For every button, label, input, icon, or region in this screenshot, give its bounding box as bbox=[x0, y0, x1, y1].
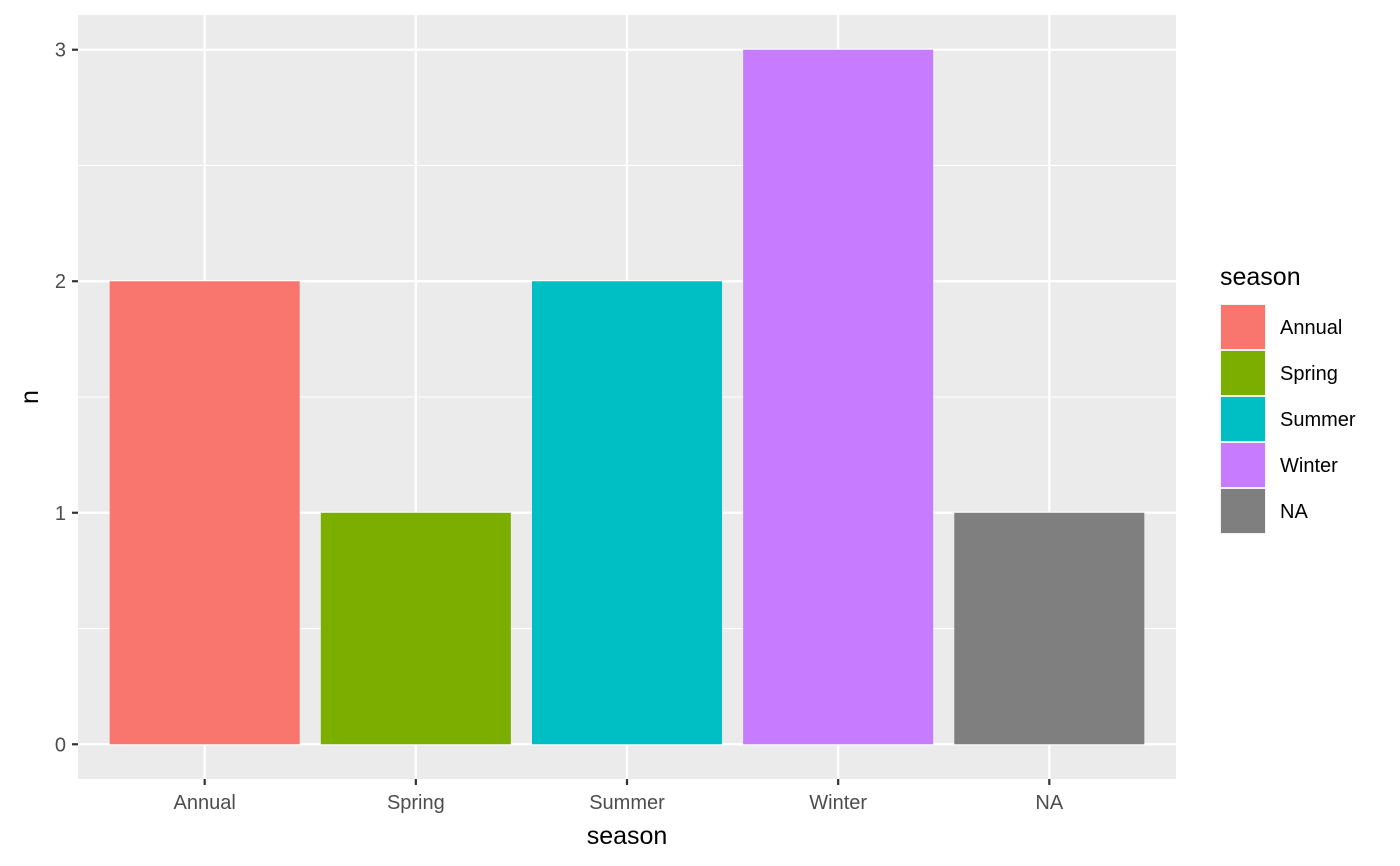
x-tick-label: NA bbox=[1035, 792, 1063, 814]
legend-items: Annual Spring Summer Winter NA bbox=[1220, 304, 1356, 534]
bar-winter bbox=[743, 49, 934, 745]
bars bbox=[109, 49, 1145, 745]
legend-label: Annual bbox=[1280, 317, 1342, 339]
y-tick-label: 0 bbox=[55, 734, 66, 756]
bar-spring bbox=[320, 512, 511, 745]
legend-label: Spring bbox=[1280, 363, 1338, 385]
y-axis: 0 1 2 3 bbox=[55, 40, 78, 756]
legend-swatch bbox=[1221, 443, 1265, 487]
x-axis: Annual Spring Summer Winter NA bbox=[174, 779, 1064, 814]
x-tick-label: Annual bbox=[174, 792, 236, 814]
legend-swatch bbox=[1221, 489, 1265, 533]
bar-na bbox=[954, 512, 1145, 745]
y-axis-title: n bbox=[16, 390, 44, 404]
legend-title: season bbox=[1220, 263, 1301, 291]
legend-swatch bbox=[1221, 397, 1265, 441]
legend-swatch bbox=[1221, 351, 1265, 395]
y-tick-label: 2 bbox=[55, 271, 66, 293]
legend-label: NA bbox=[1280, 501, 1308, 523]
bar-annual bbox=[109, 281, 300, 745]
x-tick-label: Spring bbox=[387, 792, 445, 814]
legend-label: Winter bbox=[1280, 455, 1338, 477]
bar-summer bbox=[531, 281, 723, 745]
legend: season Annual Spring Summer Winter NA bbox=[1220, 263, 1356, 534]
x-axis-title: season bbox=[587, 822, 668, 850]
y-tick-label: 1 bbox=[55, 503, 66, 525]
x-tick-label: Summer bbox=[589, 792, 665, 814]
y-tick-label: 3 bbox=[55, 40, 66, 62]
legend-label: Summer bbox=[1280, 409, 1356, 431]
x-tick-label: Winter bbox=[809, 792, 867, 814]
legend-swatch bbox=[1221, 305, 1265, 349]
